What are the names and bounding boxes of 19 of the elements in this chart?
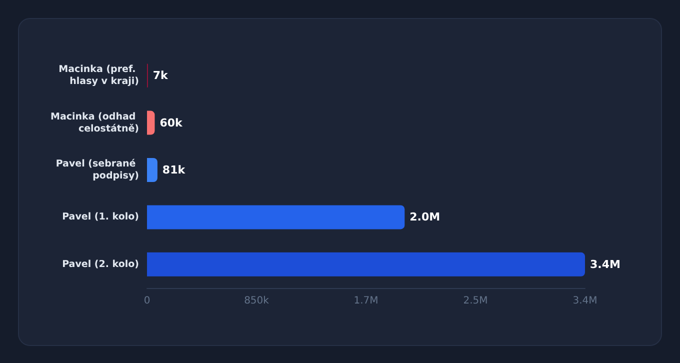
- data-label: 7k: [152, 69, 169, 82]
- x-tick-label: 850k: [244, 296, 270, 306]
- x-tick-label: 1.7M: [354, 296, 378, 306]
- bar: [147, 158, 158, 182]
- y-tick-label: Macinka (pref. hlasy v kraji): [58, 64, 139, 88]
- bar: [147, 110, 155, 135]
- bar: [147, 205, 405, 230]
- y-tick-label: Pavel (1. kolo): [62, 212, 139, 223]
- x-tick-label: 2.5M: [463, 296, 488, 306]
- y-tick-label: Pavel (sebrané podpisy): [56, 158, 139, 182]
- data-label: 3.4M: [590, 258, 620, 271]
- data-label: 60k: [160, 116, 184, 130]
- data-label: 81k: [162, 164, 186, 176]
- y-tick-label: Pavel (2. kolo): [62, 258, 139, 270]
- data-label: 2.0M: [410, 210, 440, 224]
- x-tick-label: 0: [144, 296, 150, 306]
- bar: [147, 252, 585, 276]
- y-tick-label: Macinka (odhad celostátně): [50, 111, 139, 134]
- x-tick-label: 3.4M: [572, 296, 598, 306]
